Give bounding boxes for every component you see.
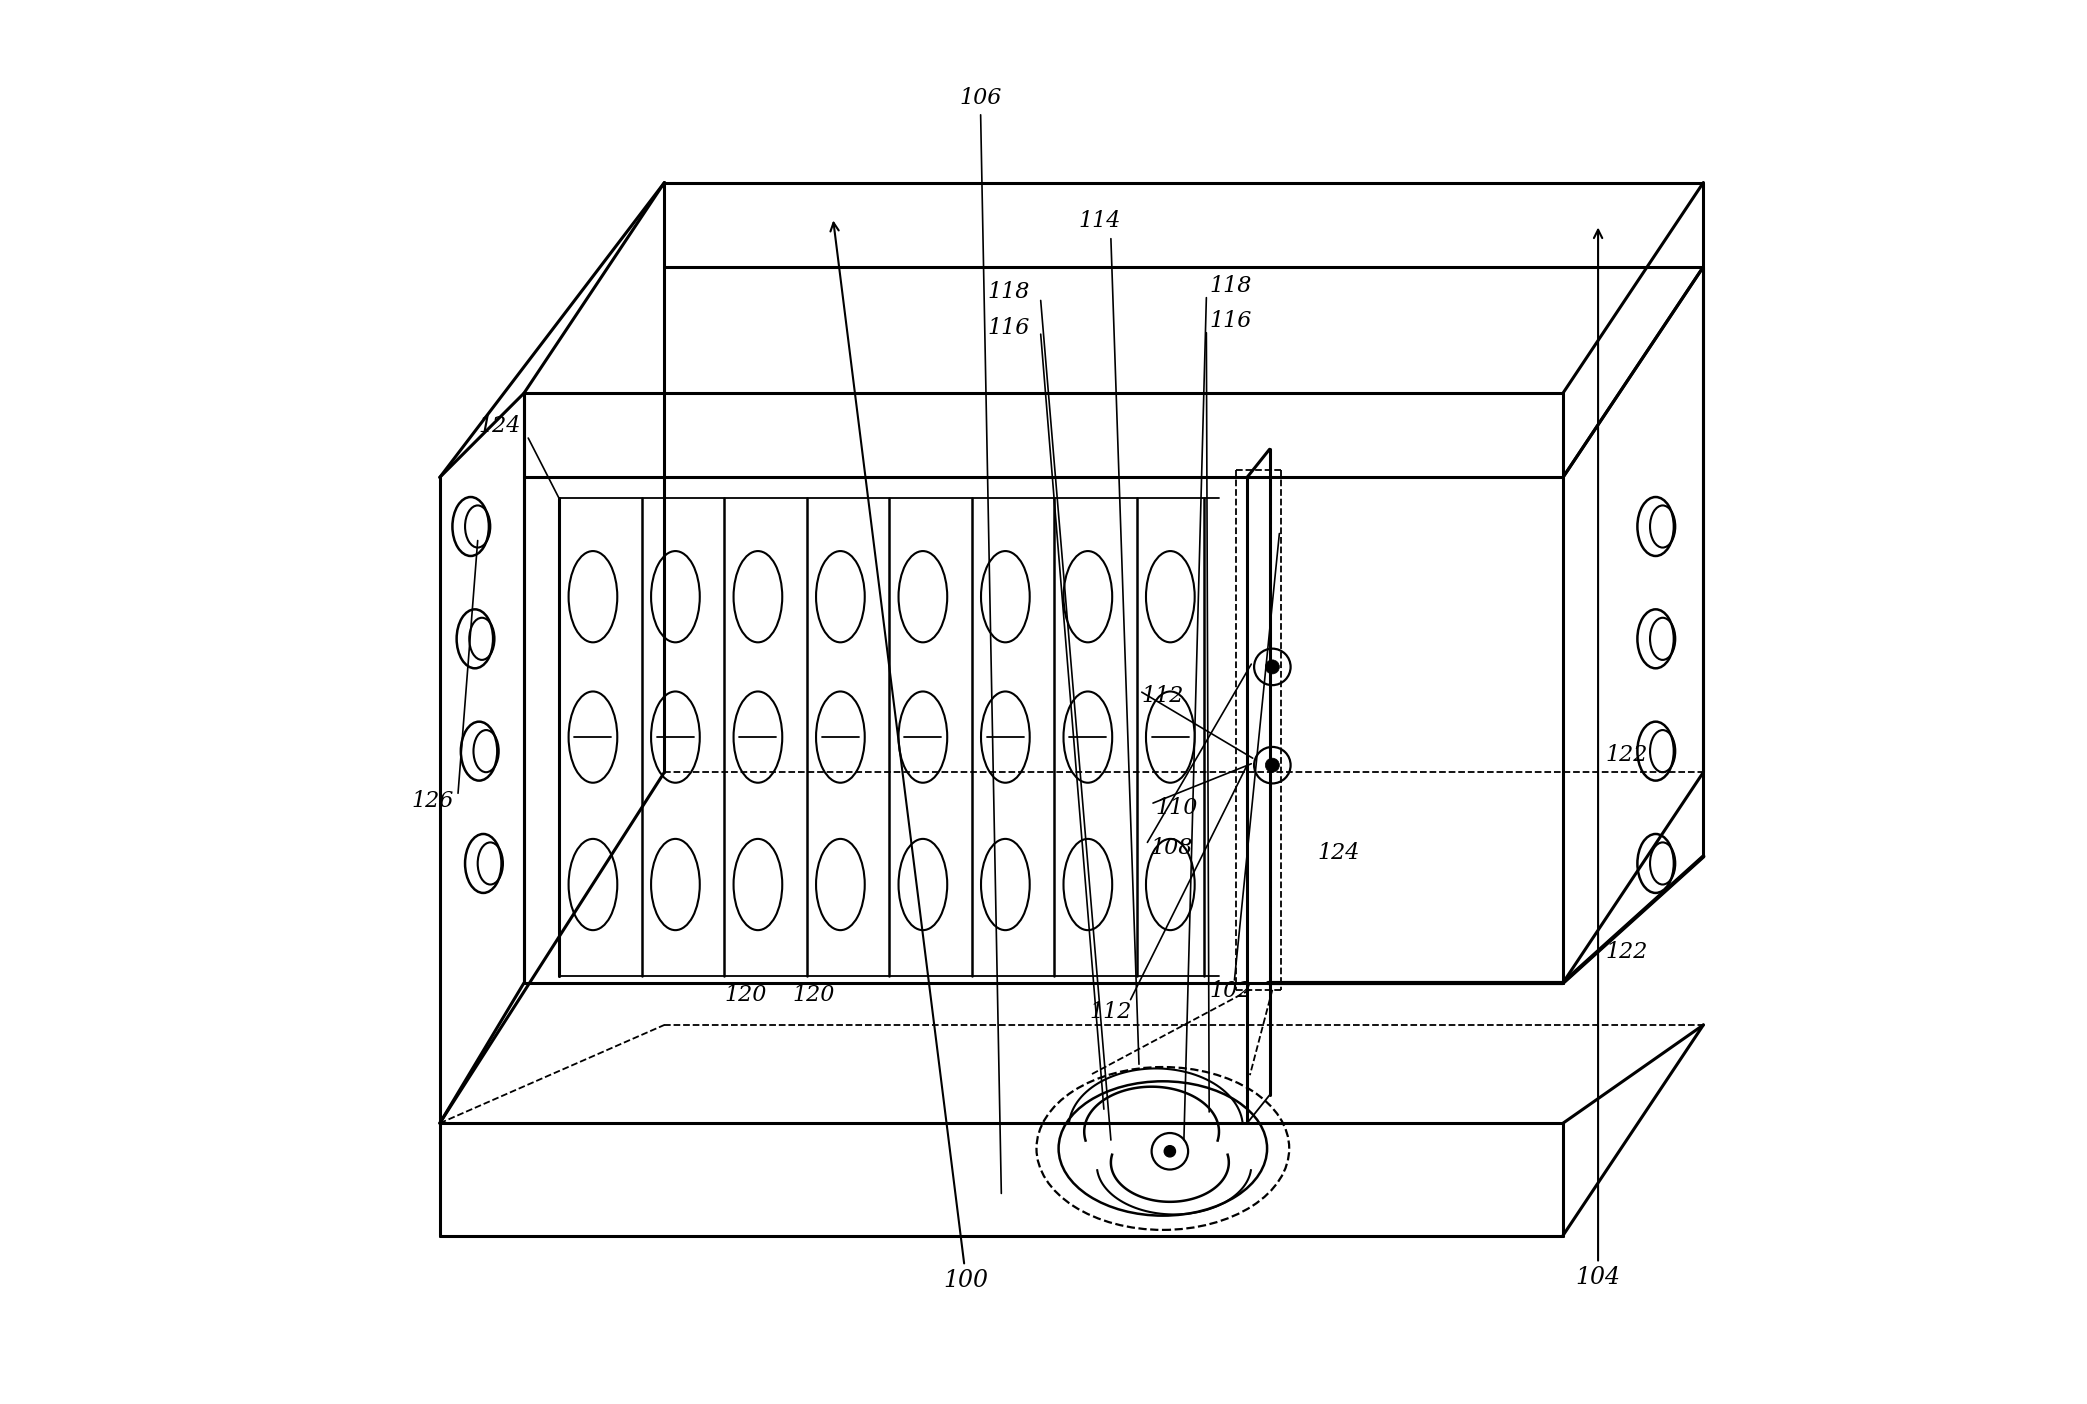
- Text: 102: 102: [1208, 980, 1252, 1002]
- Text: 118: 118: [1208, 275, 1252, 298]
- Text: 106: 106: [960, 87, 1002, 1193]
- Text: 108: 108: [1150, 837, 1192, 859]
- Text: 120: 120: [793, 984, 835, 1007]
- Text: 126: 126: [411, 790, 453, 813]
- Text: 112: 112: [1142, 685, 1183, 708]
- Text: 100: 100: [831, 223, 989, 1292]
- Text: 112: 112: [1089, 1001, 1131, 1024]
- Text: 110: 110: [1156, 797, 1198, 820]
- Text: 124: 124: [478, 416, 522, 438]
- Text: 104: 104: [1576, 230, 1622, 1289]
- Text: 120: 120: [724, 984, 768, 1007]
- Text: 124: 124: [1317, 842, 1359, 865]
- Text: 116: 116: [1208, 310, 1252, 333]
- Text: 114: 114: [1079, 211, 1121, 233]
- Circle shape: [1265, 758, 1279, 772]
- Text: 122: 122: [1605, 744, 1647, 767]
- Text: 118: 118: [987, 281, 1029, 303]
- Text: 116: 116: [987, 317, 1029, 340]
- Text: 122: 122: [1605, 941, 1647, 963]
- Circle shape: [1265, 660, 1279, 674]
- Circle shape: [1165, 1146, 1175, 1157]
